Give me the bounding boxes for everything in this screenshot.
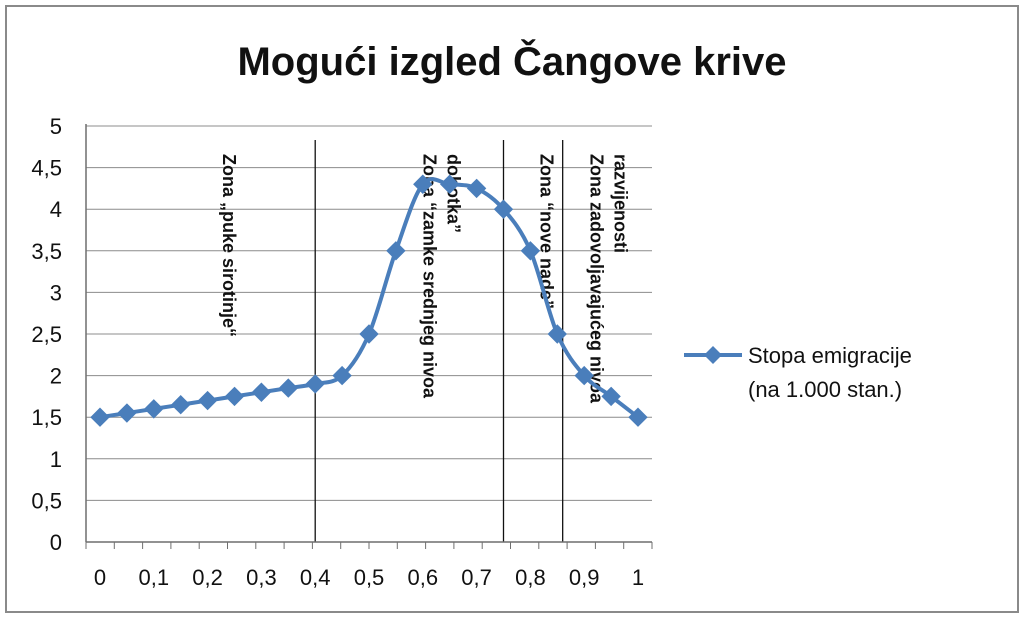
data-point-marker [359,324,379,344]
y-tick-label: 2 [50,364,62,389]
y-tick-label: 5 [50,114,62,139]
data-point-marker [117,403,137,423]
x-tick-label: 0,9 [569,565,600,590]
zone-label: Zona „puke sirotinje“ [219,154,239,337]
x-tick-label: 1 [632,565,644,590]
data-point-marker [520,241,541,261]
y-tick-label: 1,5 [31,405,62,430]
zone-label: Zona zadovoljavajućeg nivoa [586,154,606,404]
legend: Stopa emigracije (na 1.000 stan.) [684,343,912,402]
x-tick-label: 0 [94,565,106,590]
y-tick-label: 3,5 [31,239,62,264]
y-tick-label: 0 [50,530,62,555]
chart-title: Mogući izgled Čangove krive [237,38,786,84]
y-axis-ticks: 0 0,5 1 1,5 2 2,5 3 3,5 4 4,5 5 [31,114,62,555]
data-point-marker [466,178,487,199]
x-tick-label: 0,7 [461,565,492,590]
series-line [99,177,640,420]
zone-label: razvijenosti [610,154,630,253]
y-tick-label: 2,5 [31,322,62,347]
x-tick-label: 0,2 [192,565,223,590]
zone-label: dohotka” [444,154,464,233]
data-point-marker [278,378,299,398]
y-tick-label: 4,5 [31,156,62,181]
data-point-marker [493,199,514,219]
zone-label: Zona “zamke srednjeg nivoa [420,154,440,399]
x-tick-label: 0,8 [515,565,546,590]
zone-label: Zona “nove nade” [537,154,557,309]
data-point-marker [628,407,648,427]
legend-label: (na 1.000 stan.) [748,377,902,402]
data-point-marker [224,386,245,407]
chart-border [5,5,1019,613]
data-point-marker [332,365,352,386]
data-point-marker [197,390,218,411]
data-point-marker [305,374,325,394]
data-point-marker [251,382,272,402]
legend-label: Stopa emigracije [748,343,912,368]
x-tick-label: 0,1 [139,565,170,590]
legend-marker [704,346,722,364]
x-tick-label: 0,6 [408,565,439,590]
y-tick-label: 3 [50,280,62,305]
x-tick-label: 0,4 [300,565,331,590]
data-point-marker [439,174,460,194]
data-point-marker [90,407,110,427]
data-point-marker [386,241,406,261]
data-point-marker [144,399,164,419]
series-group [90,174,648,427]
zone-annotations: Zona „puke sirotinje“ Zona “zamke srednje… [219,154,630,404]
x-tick-label: 0,3 [246,565,277,590]
x-tick-label: 0,5 [354,565,385,590]
y-tick-label: 1 [50,447,62,472]
data-point-marker [574,365,594,386]
data-point-marker [170,395,191,415]
data-point-marker [413,174,433,194]
x-axis-ticks: 0 0,1 0,2 0,3 0,4 0,5 0,6 0,7 0,8 0,9 1 [85,542,653,590]
data-point-marker [547,324,568,344]
data-point-marker [601,386,621,407]
y-tick-label: 4 [50,197,62,222]
y-tick-label: 0,5 [31,488,62,513]
